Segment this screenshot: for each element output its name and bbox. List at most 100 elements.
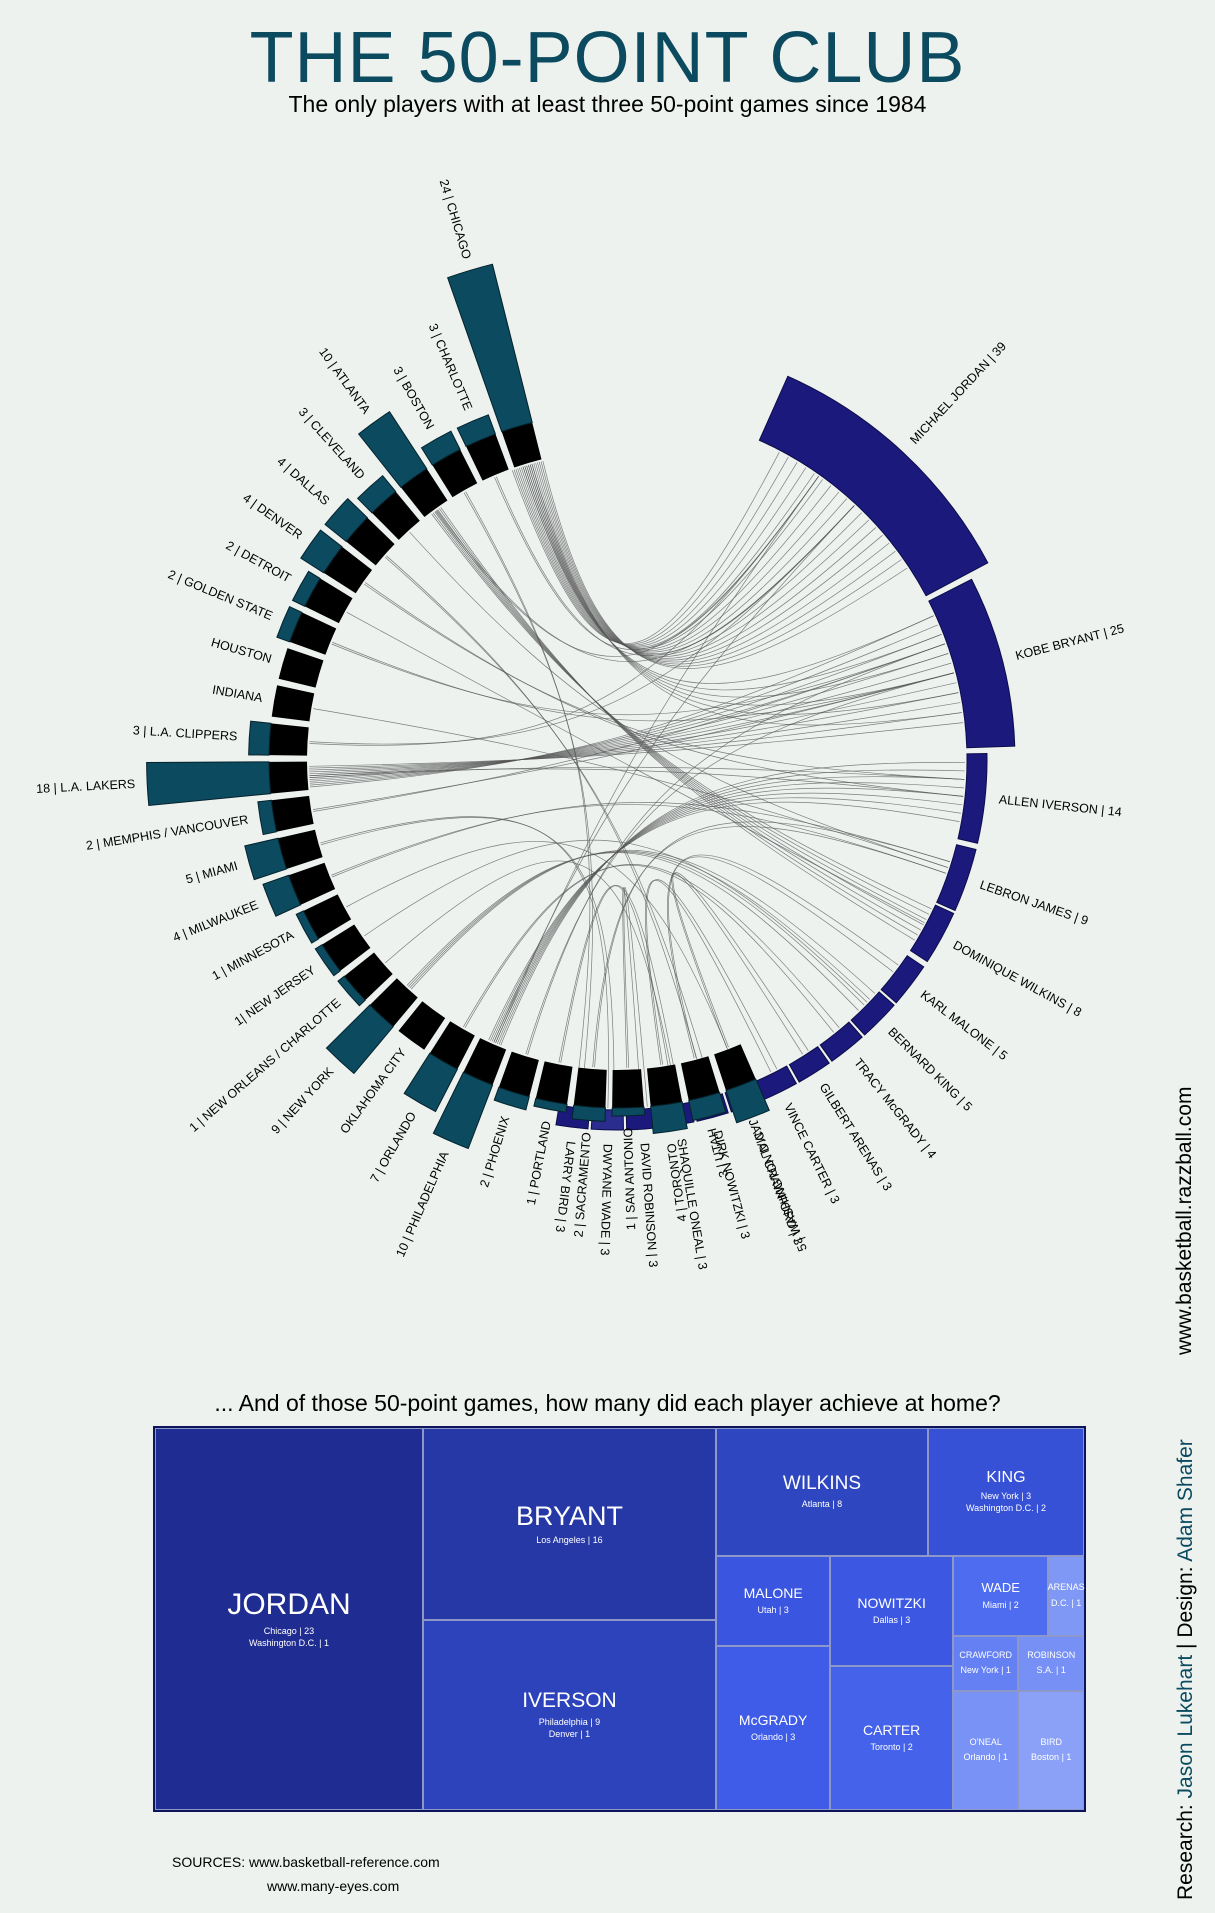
site-url[interactable]: www.basketball.razzball.com	[1173, 1086, 1196, 1355]
chord-link	[522, 466, 832, 650]
chord-link	[672, 872, 809, 1051]
treemap-detail: S.A. | 1	[1036, 1665, 1066, 1676]
treemap-detail: Dallas | 3	[872, 1615, 911, 1626]
team-base-arc	[289, 612, 337, 655]
team-label: 3 | L.A. CLIPPERS	[132, 723, 237, 743]
team-arc	[337, 975, 366, 1007]
team-label: 1 | SAN ANTONIO	[621, 1127, 638, 1230]
chord-link	[494, 476, 819, 650]
chord-link	[538, 461, 896, 665]
chord-link	[309, 682, 957, 775]
team-label: 3 | CLEVELAND	[296, 405, 368, 482]
sources: SOURCES: www.basketball-reference.com ww…	[172, 1850, 440, 1898]
chord-link	[309, 768, 964, 797]
chord-segments	[146, 263, 1016, 1150]
chord-link	[386, 555, 708, 1097]
team-arc	[357, 411, 428, 488]
treemap-cell: WADE Miami | 2	[952, 1556, 1049, 1636]
team-base-arc	[535, 1061, 573, 1105]
chord-link	[671, 873, 803, 1055]
treemap-player-name: MALONE	[743, 1584, 803, 1601]
treemap-detail: Utah | 3	[757, 1605, 789, 1616]
player-arc	[850, 991, 895, 1036]
treemap-cell: IVERSON Philadelphia | 9 Denver | 1	[422, 1620, 716, 1810]
treemap-detail: Miami | 2	[982, 1599, 1019, 1610]
chord-link	[515, 462, 798, 646]
team-base-arc	[372, 491, 420, 540]
chord-link	[309, 712, 962, 769]
home-games-treemap: JORDAN Chicago | 23 Washington D.C. | 1 BRY…	[153, 1426, 1086, 1812]
team-arc	[276, 605, 303, 643]
team-label: 1 | PORTLAND	[524, 1120, 554, 1206]
chord-link	[437, 509, 921, 931]
treemap-player-name: BIRD	[1040, 1736, 1062, 1747]
chord-link	[526, 465, 847, 653]
chord-link	[537, 462, 890, 663]
team-label: 4 | DALLAS	[274, 454, 332, 508]
team-arc	[456, 414, 497, 448]
chord-link	[431, 513, 932, 910]
chord-link	[535, 462, 883, 661]
treemap-cell: BRYANT Los Angeles | 16	[422, 1428, 716, 1620]
team-arc	[248, 720, 272, 756]
team-label: 1| NEW JERSEY	[232, 963, 319, 1029]
team-label: HOUSTON	[210, 635, 274, 666]
team-label: 2 | PHOENIX	[477, 1114, 512, 1189]
treemap-player-name: KING	[986, 1468, 1026, 1486]
team-label: 10 | ATLANTA	[316, 345, 373, 417]
chord-link	[385, 860, 678, 1103]
team-label: 9 | NEW YORK	[269, 1064, 337, 1136]
team-base-arc	[429, 1021, 475, 1070]
treemap-question: ... And of those 50-point games, how man…	[214, 1390, 1001, 1416]
chord-link	[533, 463, 877, 659]
treemap-detail: Chicago | 23	[263, 1625, 315, 1636]
team-label: 7 | ORLANDO	[368, 1109, 420, 1185]
treemap-cell: WILKINS Atlanta | 8	[715, 1428, 928, 1556]
chord-link	[410, 849, 876, 994]
player-label: DOMINIQUE WILKINS | 8	[951, 938, 1084, 1020]
team-arc	[611, 1106, 646, 1117]
chord-link	[406, 852, 859, 1011]
chord-link	[435, 476, 819, 657]
chord-link	[513, 456, 789, 645]
chord-link	[463, 492, 594, 1107]
team-arc	[533, 1097, 568, 1113]
team-base-arc	[269, 723, 309, 756]
sources-line-1: SOURCES: www.basketball-reference.com	[172, 1854, 440, 1870]
chord-link	[495, 476, 819, 1044]
chord-link	[592, 826, 947, 1068]
chord-link	[309, 722, 964, 767]
chord-link	[346, 841, 743, 1086]
treemap-player-name: WADE	[981, 1580, 1020, 1596]
chord-diagram: MICHAEL JORDAN | 39 KOBE BRYANT | 25 ALLEN…	[36, 178, 1126, 1271]
chord-link	[667, 856, 894, 1059]
chord-link	[310, 615, 934, 788]
team-label: 2 | MEMPHIS / VANCOUVER	[85, 813, 249, 853]
treemap-cell: MALONE Utah | 3	[715, 1556, 831, 1646]
team-base-arc	[714, 1044, 756, 1091]
treemap-player-name: CARTER	[862, 1721, 921, 1738]
chord-link	[520, 467, 824, 649]
player-arc	[880, 955, 925, 1004]
chord-link	[623, 887, 648, 1107]
research-name: Jason Lukehart	[1174, 1654, 1197, 1799]
treemap-detail: Atlanta | 8	[801, 1498, 843, 1509]
player-arc	[936, 844, 977, 912]
team-label: 3 | BOSTON	[390, 364, 436, 432]
treemap-cell: CARTER Toronto | 2	[830, 1666, 953, 1810]
chord-link	[309, 653, 949, 780]
treemap-player-name: CRAWFORD	[959, 1649, 1013, 1660]
player-arc	[758, 375, 989, 597]
team-arc	[300, 529, 343, 574]
team-arc	[244, 837, 288, 881]
team-arc	[295, 910, 320, 944]
treemap-detail: D.C. | 1	[1050, 1597, 1082, 1608]
chord-link	[313, 643, 946, 812]
chord-link	[531, 463, 962, 726]
player-label: LEBRON JAMES | 9	[978, 878, 1090, 928]
team-label: 2 | DETROIT	[224, 538, 294, 585]
chord-link	[332, 641, 955, 722]
treemap-player-name: O'NEAL	[969, 1736, 1002, 1747]
team-label: 24 | CHICAGO	[437, 178, 474, 261]
chord-link	[309, 766, 965, 780]
